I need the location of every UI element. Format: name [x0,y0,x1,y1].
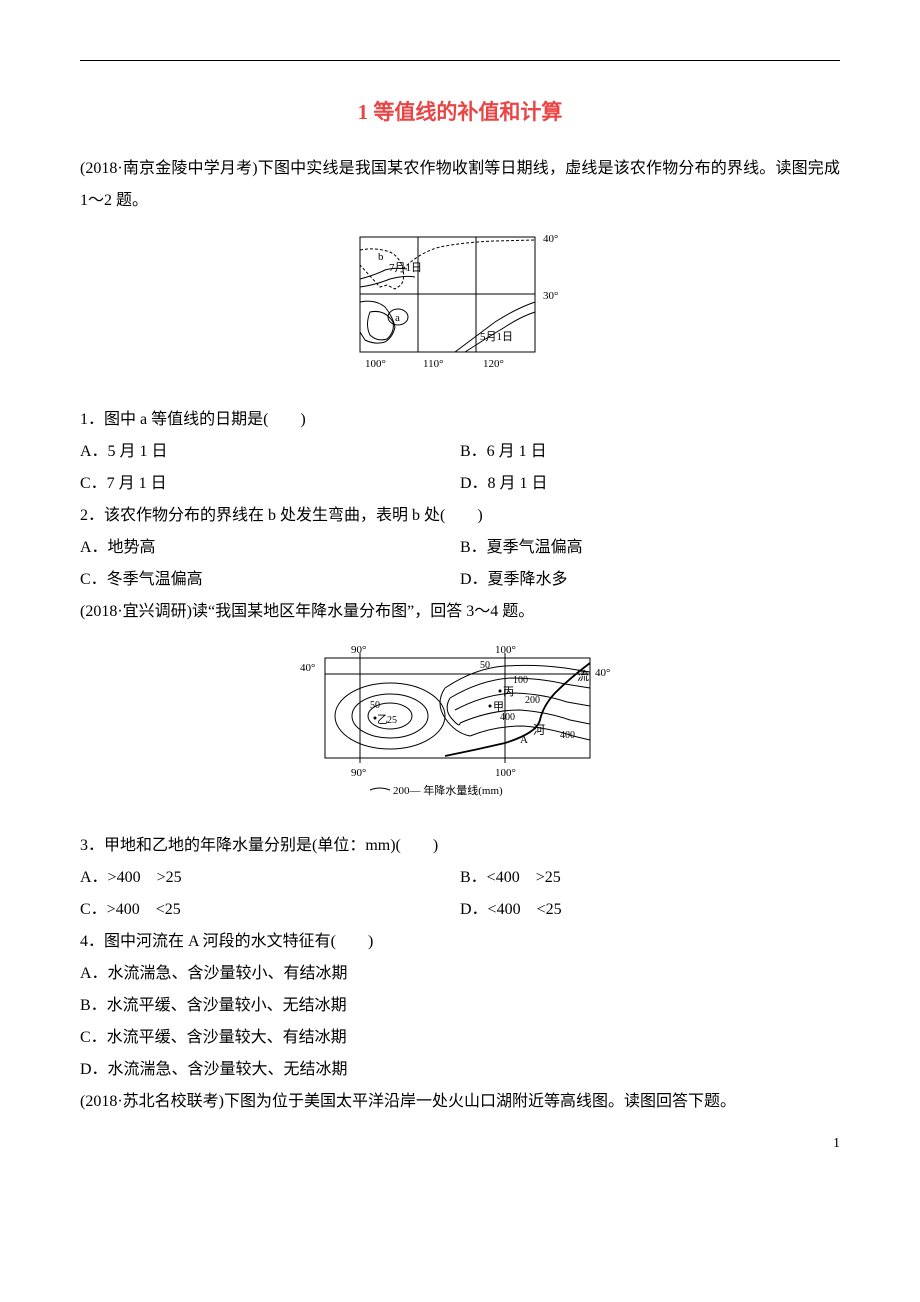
q1-option-b: B．6 月 1 日 [460,436,840,468]
fig1-a: a [395,312,400,324]
fig2-v200: 200 [525,695,540,706]
fig2-he: 河 [533,723,545,737]
q2-option-c: C．冬季气温偏高 [80,564,460,596]
fig2-lon90-top: 90° [351,644,366,656]
passage-3: (2018·苏北名校联考)下图为位于美国太平洋沿岸一处火山口湖附近等高线图。读图… [80,1086,840,1118]
fig1-july1: 7月1日 [389,262,422,274]
q4-option-c: C．水流平缓、含沙量较大、有结冰期 [80,1022,840,1054]
q3-stem: 3．甲地和乙地的年降水量分别是(单位：mm)( ) [80,830,840,862]
q3-option-b: B．<400 >25 [460,862,840,894]
fig2-legend: 200— 年降水量线(mm) [393,783,503,797]
figure-2: 50 100 200 400 400 50 25 流 河 甲 丙 乙 A 90°… [80,638,840,815]
q1-option-a: A．5 月 1 日 [80,436,460,468]
q1-options: A．5 月 1 日 B．6 月 1 日 C．7 月 1 日 D．8 月 1 日 [80,436,840,500]
fig2-jia: 甲 [493,701,504,713]
fig2-liu: 流 [577,669,589,683]
q4-option-b: B．水流平缓、含沙量较小、无结冰期 [80,990,840,1022]
fig2-v50-top: 50 [480,660,490,671]
fig1-lon110: 110° [423,358,444,370]
q2-option-a: A．地势高 [80,532,460,564]
fig2-lat40-left: 40° [300,662,315,674]
fig2-lon100-top: 100° [495,644,516,656]
q3-option-d: D．<400 <25 [460,894,840,926]
fig2-bing: 丙 [503,686,514,698]
fig1-lon120: 120° [483,358,504,370]
q3-option-c: C．>400 <25 [80,894,460,926]
top-divider [80,60,840,61]
fig2-v50-left: 50 [370,700,380,711]
q4-option-d: D．水流湍急、含沙量较大、无结冰期 [80,1054,840,1086]
q1-stem: 1．图中 a 等值线的日期是( ) [80,404,840,436]
q2-stem: 2．该农作物分布的界线在 b 处发生弯曲，表明 b 处( ) [80,500,840,532]
q3-option-a: A．>400 >25 [80,862,460,894]
fig1-may1: 5月1日 [480,331,513,343]
fig2-v400a: 400 [500,712,515,723]
fig1-b: b [378,251,384,263]
fig1-lon100: 100° [365,358,386,370]
q4-stem: 4．图中河流在 A 河段的水文特征有( ) [80,926,840,958]
passage-1: (2018·南京金陵中学月考)下图中实线是我国某农作物收割等日期线，虚线是该农作… [80,153,840,217]
page-number: 1 [833,1130,840,1158]
fig2-v400b: 400 [560,730,575,741]
q4-option-a: A．水流湍急、含沙量较小、有结冰期 [80,958,840,990]
q2-option-d: D．夏季降水多 [460,564,840,596]
figure-1: 40° 30° 100° 110° 120° 7月1日 5月1日 a b [80,227,840,389]
fig2-v25: 25 [387,715,397,726]
q1-option-d: D．8 月 1 日 [460,468,840,500]
fig2-A: A [520,734,528,746]
document-title: 1 等值线的补值和计算 [80,91,840,133]
fig2-yi: 乙 [377,713,388,726]
q2-options: A．地势高 B．夏季气温偏高 C．冬季气温偏高 D．夏季降水多 [80,532,840,596]
q1-option-c: C．7 月 1 日 [80,468,460,500]
fig1-lat30: 30° [543,290,558,302]
fig2-lon90-bottom: 90° [351,767,366,779]
fig2-v100: 100 [513,675,528,686]
fig2-lon100-bottom: 100° [495,767,516,779]
q3-options: A．>400 >25 B．<400 >25 C．>400 <25 D．<400 … [80,862,840,926]
q2-option-b: B．夏季气温偏高 [460,532,840,564]
passage-2: (2018·宜兴调研)读“我国某地区年降水量分布图”，回答 3～4 题。 [80,596,840,628]
fig1-lat40: 40° [543,233,558,245]
fig2-lat40-right: 40° [595,667,610,679]
